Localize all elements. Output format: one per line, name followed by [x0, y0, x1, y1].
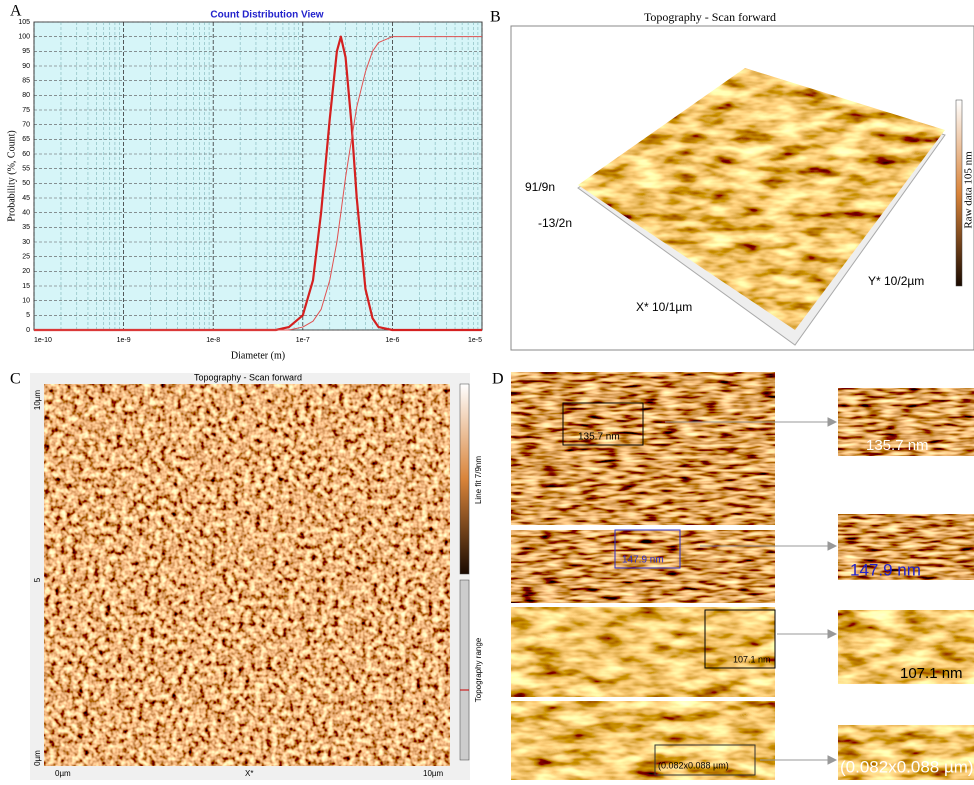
y-tick-label: 30 [22, 239, 30, 246]
y-tick-label: 70 [22, 122, 30, 129]
y-label: 5 [33, 577, 42, 582]
x-axis-label: Diameter (m) [231, 350, 285, 361]
colorbar-label: Line fit 7/9nm [474, 456, 483, 504]
y-tick-label: 75 [22, 107, 30, 114]
y-tick-label: 80 [22, 92, 30, 99]
panel-title: Topography - Scan forward [194, 372, 302, 382]
y-axis-label: Probability (%, Count) [6, 130, 17, 221]
y-tick-label: 100 [18, 34, 30, 41]
x-label: 10µm [423, 769, 444, 778]
strip-image [511, 607, 775, 697]
figure: A Count Distribution View Diameter (m) P… [0, 0, 974, 780]
chart-title: Count Distribution View [210, 10, 323, 21]
x-label: X* [245, 769, 253, 778]
y-tick-label: 50 [22, 180, 30, 187]
range-label: Topography range [474, 637, 483, 702]
y-tick-label: 105 [18, 19, 30, 26]
panel-label: B [490, 9, 501, 26]
measurement: 147.9 nm [850, 560, 921, 579]
x-tick-label: 1e-7 [296, 337, 310, 344]
panel-label: D [492, 371, 504, 388]
afm-image [44, 384, 450, 766]
colorbar [460, 384, 469, 574]
y-tick-label: 35 [22, 224, 30, 231]
y-tick-label: 45 [22, 195, 30, 202]
panel-d: 135.7 nm 147.9 nm 107.1 nm (0.082x0.088 … [511, 372, 974, 780]
y-tick-label: 5 [26, 312, 30, 319]
x-label: 0µm [55, 769, 71, 778]
colorbar-label: Raw data 105 nm [963, 151, 974, 229]
y-label: 0µm [33, 750, 42, 766]
y-tick-label: 60 [22, 151, 30, 158]
measurement: 147.9 nm [622, 555, 664, 566]
measurement: 135.7 nm [866, 437, 929, 454]
y-tick-label: 90 [22, 63, 30, 70]
y-label: Y* 10/2µm [868, 274, 924, 288]
range-bar [460, 580, 469, 760]
measurement: (0.082x0.088 µm) [658, 760, 729, 770]
panel-label: A [10, 3, 22, 20]
arrowhead [828, 756, 836, 764]
y-tick-label: 95 [22, 48, 30, 55]
y-tick-label: 25 [22, 254, 30, 261]
y-tick-label: 55 [22, 166, 30, 173]
y-tick-label: 40 [22, 210, 30, 217]
y-tick-label: 20 [22, 268, 30, 275]
arrowhead [828, 630, 836, 638]
panel-label: C [10, 371, 21, 388]
x-label: X* 10/1µm [636, 300, 692, 314]
strip-image [511, 372, 775, 525]
strip-image [511, 701, 775, 780]
y-tick-label: 15 [22, 283, 30, 290]
page: A Count Distribution View Diameter (m) P… [0, 0, 974, 780]
z-label: 91/9n [525, 180, 555, 194]
measurement: 107.1 nm [733, 654, 771, 664]
panel-b: Topography - Scan forward 91/9n -13/2n X… [511, 10, 974, 350]
x-tick-label: 1e-8 [206, 337, 220, 344]
y-label: 10µm [33, 390, 42, 411]
y-tick-label: 0 [26, 327, 30, 334]
x-tick-label: 1e-10 [34, 337, 52, 344]
x-tick-label: 1e-5 [468, 337, 482, 344]
x-tick-label: 1e-9 [117, 337, 131, 344]
arrowhead [828, 418, 836, 426]
panel-title: Topography - Scan forward [644, 10, 776, 24]
measurement: 107.1 nm [900, 665, 963, 682]
measurement: (0.082x0.088 µm) [840, 757, 974, 776]
chart: Count Distribution View Diameter (m) Pro… [6, 10, 482, 362]
y-tick-label: 85 [22, 78, 30, 85]
measurement: 135.7 nm [578, 432, 620, 443]
strip-image [511, 530, 775, 603]
y-tick-label: 10 [22, 298, 30, 305]
plot-area [34, 22, 482, 330]
arrowhead [828, 542, 836, 550]
z-label: -13/2n [538, 216, 572, 230]
x-tick-label: 1e-6 [385, 337, 399, 344]
panel-c: Topography - Scan forward 10µm 5 0µm 0µm… [30, 372, 483, 780]
y-tick-label: 65 [22, 136, 30, 143]
colorbar [956, 100, 962, 286]
